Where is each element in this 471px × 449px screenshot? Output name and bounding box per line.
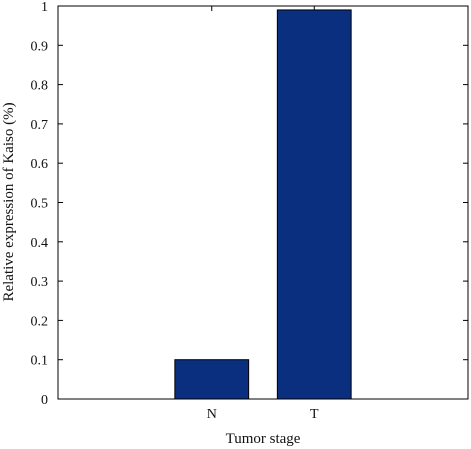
y-tick-label: 0.8 [31,79,49,94]
y-tick-label: 0.2 [31,314,49,329]
y-tick-label: 0.7 [31,118,49,133]
y-tick-label: 0.9 [31,39,49,54]
y-axis-ticks: 0 0.1 0.2 0.3 0.4 0.5 0.6 0.7 0.8 0.9 1 [31,0,468,408]
y-tick-label: 0.5 [31,197,49,212]
y-tick-label: 1 [41,0,48,15]
bar-series [174,9,352,400]
x-tick-label: N [207,407,217,422]
y-tick-label: 0.3 [31,275,49,290]
x-tick-label: T [310,407,319,422]
bar-N [174,359,250,400]
y-tick-label: 0 [41,393,48,408]
x-axis-label: Tumor stage [226,431,301,447]
y-axis-label: Relative expression of Kaiso (%) [1,102,17,301]
y-tick-label: 0.6 [31,157,49,172]
y-tick-label: 0.4 [31,236,49,251]
plot-area-frame [57,5,469,400]
y-tick-label: 0.1 [31,354,49,369]
bar-T [276,9,352,400]
